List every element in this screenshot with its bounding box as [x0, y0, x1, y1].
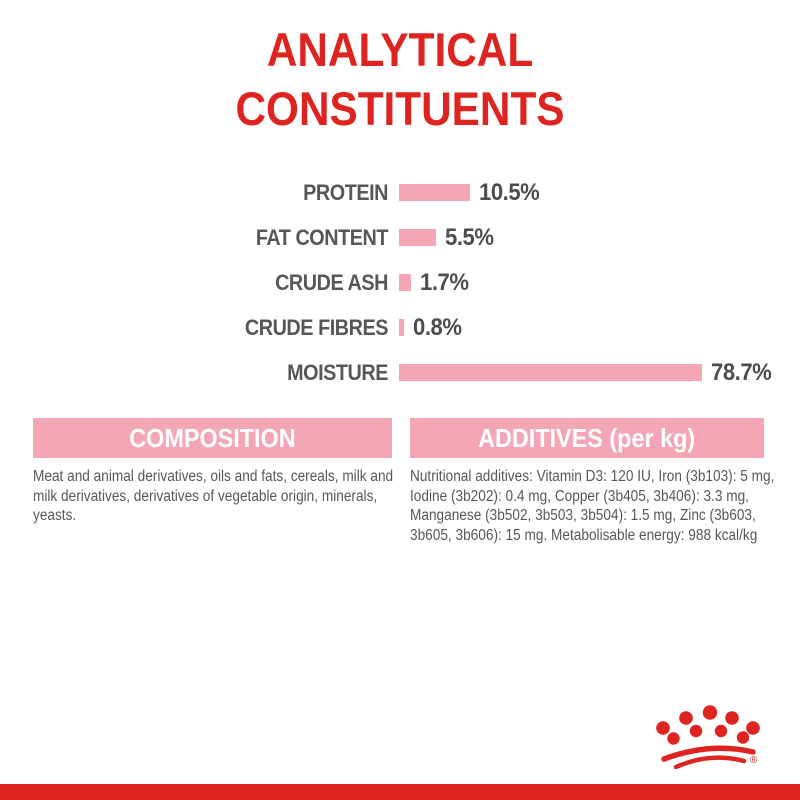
chart-row: MOISTURE 78.7% [0, 350, 800, 395]
chart-row: CRUDE FIBRES 0.8% [0, 305, 800, 350]
chart-row-value: 5.5% [445, 223, 494, 251]
chart-row: CRUDE ASH 1.7% [0, 260, 800, 305]
chart-row: PROTEIN 10.5% [0, 170, 800, 215]
crown-swoosh-upper [661, 745, 756, 762]
crown-swoosh-lower [673, 755, 747, 770]
chart-row-bar [399, 274, 411, 291]
chart-row-bar [399, 319, 405, 336]
chart-row-label: PROTEIN [303, 179, 388, 205]
chart-row: FAT CONTENT 5.5% [0, 215, 800, 260]
chart-row-value: 78.7% [711, 358, 772, 386]
chart-row-label: CRUDE ASH [275, 269, 388, 295]
chart-row-bar [399, 184, 471, 201]
additives-body: Nutritional additives: Vitamin D3: 120 I… [410, 468, 775, 544]
chart-row-value: 10.5% [479, 178, 540, 206]
chart-row-label: FAT CONTENT [255, 224, 389, 250]
composition-body: Meat and animal derivatives, oils and fa… [33, 468, 394, 524]
chart-row-value: 0.8% [413, 313, 462, 341]
page-title-line2: CONSTITUENTS [235, 82, 565, 135]
page-title-line1: ANALYTICAL [266, 23, 534, 76]
additives-heading: ADDITIVES (per kg) [478, 422, 696, 453]
bottom-accent-bar [0, 784, 800, 800]
additives-header-band: ADDITIVES (per kg) [410, 418, 764, 458]
constituents-bar-chart: PROTEIN 10.5% FAT CONTENT 5.5% CRUDE ASH… [0, 170, 800, 395]
composition-header-band: COMPOSITION [33, 418, 392, 458]
composition-heading: COMPOSITION [129, 422, 296, 453]
chart-row-bar [399, 229, 437, 246]
page-title: ANALYTICAL CONSTITUENTS [40, 20, 760, 138]
chart-row-label: MOISTURE [287, 359, 388, 385]
chart-row-bar [399, 364, 702, 381]
registered-trademark-symbol: ® [750, 755, 758, 766]
royal-canin-crown-logo: ® [656, 705, 760, 770]
chart-row-label: CRUDE FIBRES [244, 314, 389, 340]
chart-row-value: 1.7% [419, 268, 469, 296]
